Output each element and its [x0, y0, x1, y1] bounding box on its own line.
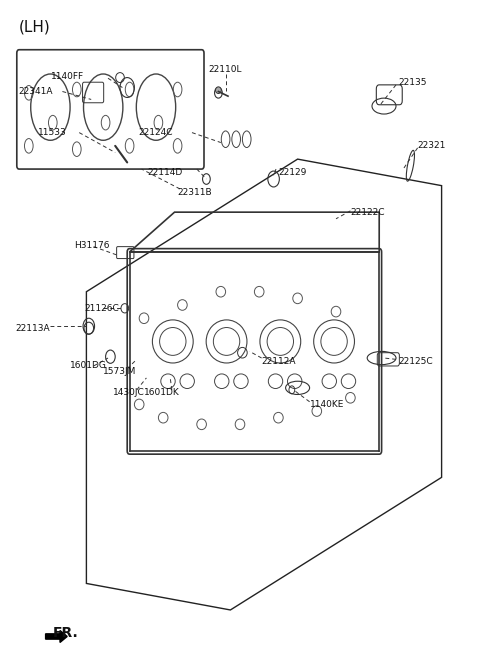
- Text: 1601DG: 1601DG: [70, 361, 107, 371]
- Text: 22112A: 22112A: [262, 357, 296, 366]
- Text: 1140FF: 1140FF: [51, 72, 84, 81]
- Text: 1140KE: 1140KE: [310, 400, 344, 409]
- Text: 22122C: 22122C: [350, 208, 385, 217]
- Text: 21126C: 21126C: [84, 304, 119, 313]
- Text: (LH): (LH): [19, 20, 51, 35]
- Text: 1601DK: 1601DK: [144, 388, 180, 397]
- Text: 22124C: 22124C: [138, 128, 173, 137]
- Text: FR.: FR.: [53, 626, 79, 640]
- Text: 22321: 22321: [418, 141, 446, 151]
- Text: 11533: 11533: [38, 128, 67, 137]
- Text: 22129: 22129: [278, 168, 307, 177]
- Text: H31176: H31176: [74, 241, 110, 250]
- Text: 22113A: 22113A: [16, 324, 50, 333]
- Text: 22135: 22135: [398, 78, 427, 88]
- Text: 22311B: 22311B: [178, 188, 212, 197]
- FancyArrow shape: [46, 631, 67, 642]
- Text: 22125C: 22125C: [398, 357, 433, 366]
- Text: 22114D: 22114D: [147, 168, 182, 177]
- Text: 22341A: 22341A: [18, 87, 53, 96]
- Ellipse shape: [216, 87, 221, 93]
- Text: 1430JC: 1430JC: [113, 388, 144, 397]
- Text: 22110L: 22110L: [209, 65, 242, 74]
- Text: 1573JM: 1573JM: [103, 367, 137, 376]
